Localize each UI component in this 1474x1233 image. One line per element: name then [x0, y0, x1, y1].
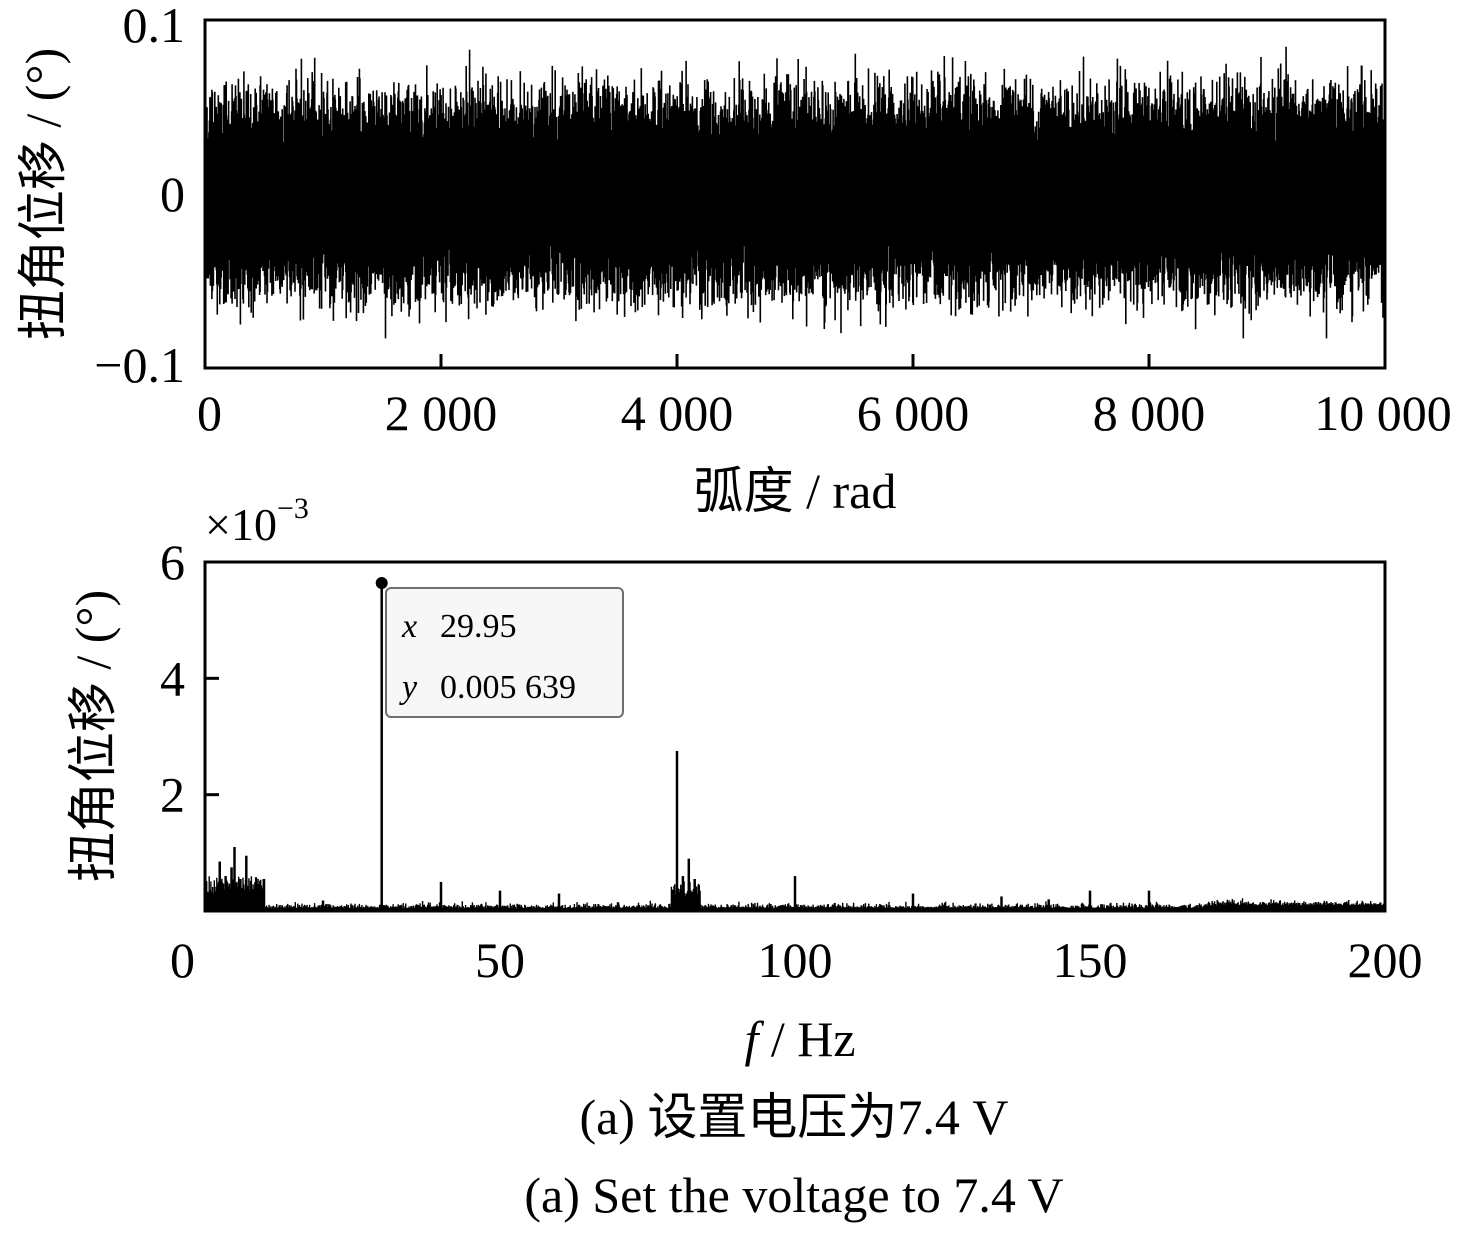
spectrum-series: [204, 582, 1386, 911]
time-signal-core: [205, 141, 1385, 247]
spectrum-axes-box: [203, 560, 1387, 913]
time-y-tick-label: 0.1: [123, 0, 186, 53]
multiplier-exponent: −3: [277, 492, 309, 525]
datatip-background: [385, 587, 624, 718]
spectrum-x-tick-label: 200: [1348, 932, 1423, 988]
spectrum-x-axis-label: f / Hz: [744, 1011, 855, 1067]
spectrum-x-tick-label: 0: [170, 932, 195, 988]
time-x-tick-label: 6 000: [857, 385, 970, 441]
time-x-axis-label: 弧度 / rad: [694, 463, 897, 519]
spectrum-x-tick-label: 150: [1053, 932, 1128, 988]
spectrum-y-axis-label: 扭角位移 / (°): [65, 590, 121, 882]
spectrum-x-tick-label: 50: [475, 932, 525, 988]
time-axis-ticks: [439, 354, 1151, 368]
datatip-box[interactable]: x 29.95 y 0.005 639: [385, 587, 624, 718]
time-x-tick-label: 10 000: [1314, 385, 1452, 441]
spectrum-axis-tick-labels: 2 4 6 0 50 100 150 200: [160, 534, 1423, 988]
spectrum-y-tick-label: 6: [160, 534, 185, 590]
multiplier-base: ×10: [205, 499, 277, 550]
time-x-tick-label: 2 000: [385, 385, 498, 441]
spectrum-y-tick-label: 2: [160, 767, 185, 823]
spectrum-y-multiplier: ×10−3: [205, 492, 309, 550]
spectrum-y-tick-label: 4: [160, 650, 185, 706]
caption-english: (a) Set the voltage to 7.4 V: [524, 1167, 1064, 1223]
time-x-tick-label: 8 000: [1093, 385, 1206, 441]
datatip-marker[interactable]: [375, 576, 388, 589]
time-signal-series: [204, 46, 1386, 339]
x-unit: / Hz: [758, 1011, 855, 1067]
time-y-tick-label: 0: [160, 166, 185, 222]
time-axes-box: [203, 18, 1387, 370]
time-x-tick-label: 4 000: [621, 385, 734, 441]
datatip-y-label: y: [399, 669, 418, 706]
time-y-axis-label: 扭角位移 / (°): [15, 48, 71, 340]
spectrum-x-tick-label: 100: [758, 932, 833, 988]
time-y-tick-label: −0.1: [94, 337, 185, 393]
datatip-y-value: 0.005 639: [440, 669, 576, 706]
datatip-x-value: 29.95: [440, 608, 517, 645]
time-x-tick-label: 0: [197, 385, 222, 441]
datatip-x-label: x: [401, 608, 417, 645]
spectrum-axis-ticks: [205, 676, 219, 797]
caption-chinese: (a) 设置电压为7.4 V: [579, 1089, 1009, 1145]
